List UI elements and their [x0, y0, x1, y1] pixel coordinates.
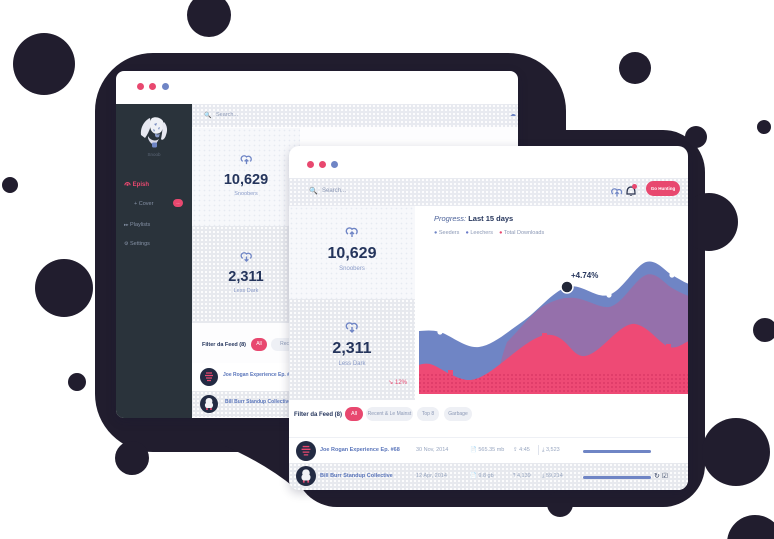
- svg-text:+4.74%: +4.74%: [571, 271, 598, 280]
